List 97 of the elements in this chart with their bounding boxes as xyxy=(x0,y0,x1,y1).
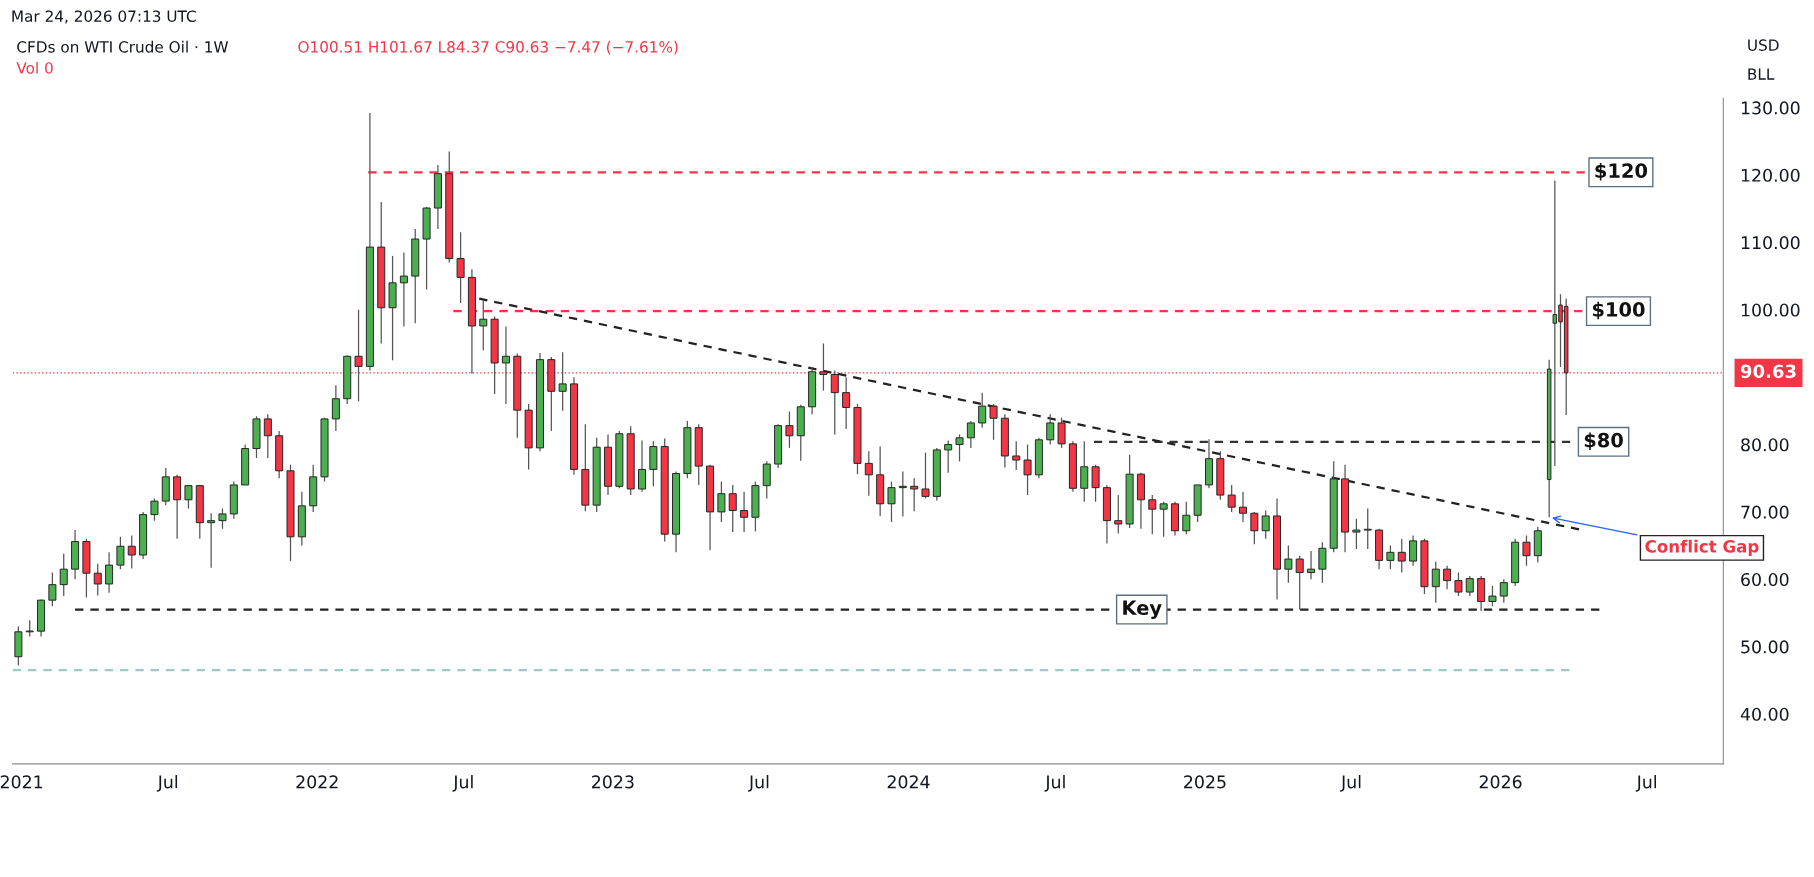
candlestick xyxy=(1318,541,1327,584)
candlestick xyxy=(717,480,726,523)
candlestick xyxy=(331,384,340,432)
annotation: $80 xyxy=(1584,432,1623,451)
candlestick xyxy=(1352,518,1361,550)
candlestick xyxy=(1431,561,1440,604)
candlestick xyxy=(989,403,998,441)
candlestick xyxy=(978,392,987,429)
candlestick xyxy=(740,491,749,533)
annotation: $100 xyxy=(1592,301,1645,320)
candlestick xyxy=(116,536,125,570)
candlestick xyxy=(1148,494,1157,535)
y-tick-label: 130.00 xyxy=(1741,101,1800,115)
text: Vol 0 xyxy=(16,61,53,74)
x-tick-label: Jul xyxy=(1044,774,1065,792)
x-tick-label: Jul xyxy=(452,774,473,792)
candlestick xyxy=(728,484,737,533)
ref-line-label: 90.63 xyxy=(1740,364,1796,379)
candlestick xyxy=(558,351,567,412)
y-tick-label: 60.00 xyxy=(1741,572,1789,587)
x-tick-label: 2025 xyxy=(1184,775,1226,789)
candlestick xyxy=(105,551,114,594)
candlestick xyxy=(1023,443,1032,496)
candlestick xyxy=(944,439,953,474)
candlestick xyxy=(1046,413,1055,446)
text: BLL xyxy=(1748,68,1775,80)
chart-title: CFDs on WTI Crude Oil · 1W xyxy=(17,40,229,53)
candlestick xyxy=(1443,565,1452,590)
candlestick xyxy=(1307,550,1316,580)
x-tick-label: Jul xyxy=(1340,774,1361,792)
candlestick xyxy=(207,512,216,569)
candlestick xyxy=(1386,544,1395,570)
candlestick xyxy=(1239,491,1248,523)
candlestick xyxy=(1284,544,1293,584)
candlestick xyxy=(1397,538,1406,574)
text: Mar 24, 2026 07:13 UTC xyxy=(12,10,196,24)
y-tick-label: 70.00 xyxy=(1741,505,1789,519)
x-tick-label: 2021 xyxy=(0,775,43,789)
candlestick xyxy=(1057,416,1066,449)
candlestick xyxy=(842,376,851,430)
y-tick-label: 120.00 xyxy=(1741,168,1800,182)
x-tick-label: Jul xyxy=(156,774,178,792)
candlestick xyxy=(910,477,919,512)
candlestick xyxy=(399,251,408,328)
y-tick-label: 100.00 xyxy=(1741,303,1800,317)
annotation: Key xyxy=(1123,600,1162,619)
candlestick xyxy=(1465,575,1474,597)
annotation: $120 xyxy=(1595,162,1648,181)
candlestick xyxy=(127,534,136,570)
candlestick xyxy=(1499,578,1508,604)
candlestick xyxy=(1250,511,1259,545)
x-tick-label: 2023 xyxy=(592,775,634,789)
candlestick xyxy=(966,420,975,449)
candlestick xyxy=(1012,440,1021,471)
y-tick-label: 110.00 xyxy=(1741,236,1800,250)
candlestick xyxy=(173,474,182,540)
x-tick-label: Jul xyxy=(748,774,769,792)
candlestick xyxy=(785,410,794,449)
chart-subtitle: O100.51 H101.67 L84.37 C90.63 −7.47 (−7.61%) xyxy=(298,40,678,55)
candlestick xyxy=(1182,501,1191,535)
candlestick xyxy=(649,440,658,487)
annotation: Conflict Gap xyxy=(1645,539,1759,556)
y-tick-label: 80.00 xyxy=(1741,438,1789,452)
candlestick xyxy=(59,553,68,597)
y-tick-label: 50.00 xyxy=(1741,640,1789,654)
candlestick xyxy=(218,507,227,530)
y-tick-label: 40.00 xyxy=(1740,707,1789,721)
candlestick xyxy=(1261,509,1270,540)
candlestick xyxy=(93,563,102,597)
candlestick xyxy=(1080,440,1089,503)
text: USD xyxy=(1748,39,1779,51)
candlestick xyxy=(819,342,828,392)
candlestick xyxy=(263,413,272,459)
candlestick xyxy=(1522,534,1531,567)
candlestick xyxy=(955,433,964,462)
candlestick xyxy=(1454,571,1463,597)
candlestick xyxy=(501,325,510,405)
x-tick-label: Jul xyxy=(1635,774,1657,792)
candlestick xyxy=(1091,464,1100,503)
candlestick xyxy=(1477,575,1486,612)
candlestick xyxy=(1409,534,1418,567)
candlestick xyxy=(1227,484,1236,513)
candlestick xyxy=(762,460,771,500)
candlestick xyxy=(1159,501,1168,538)
candlestick xyxy=(921,451,930,500)
x-tick-label: 2026 xyxy=(1479,775,1522,789)
candlestick xyxy=(1114,494,1123,535)
candlestick xyxy=(456,231,465,304)
candlestick xyxy=(150,497,159,522)
candlestick xyxy=(864,450,873,497)
candlestick xyxy=(48,571,57,607)
x-tick-label: 2024 xyxy=(887,775,930,789)
candlestick xyxy=(638,439,647,493)
candlestick xyxy=(1488,585,1497,607)
x-tick-label: 2022 xyxy=(296,775,338,789)
candlestick xyxy=(1363,507,1372,550)
candlestick xyxy=(887,480,896,523)
